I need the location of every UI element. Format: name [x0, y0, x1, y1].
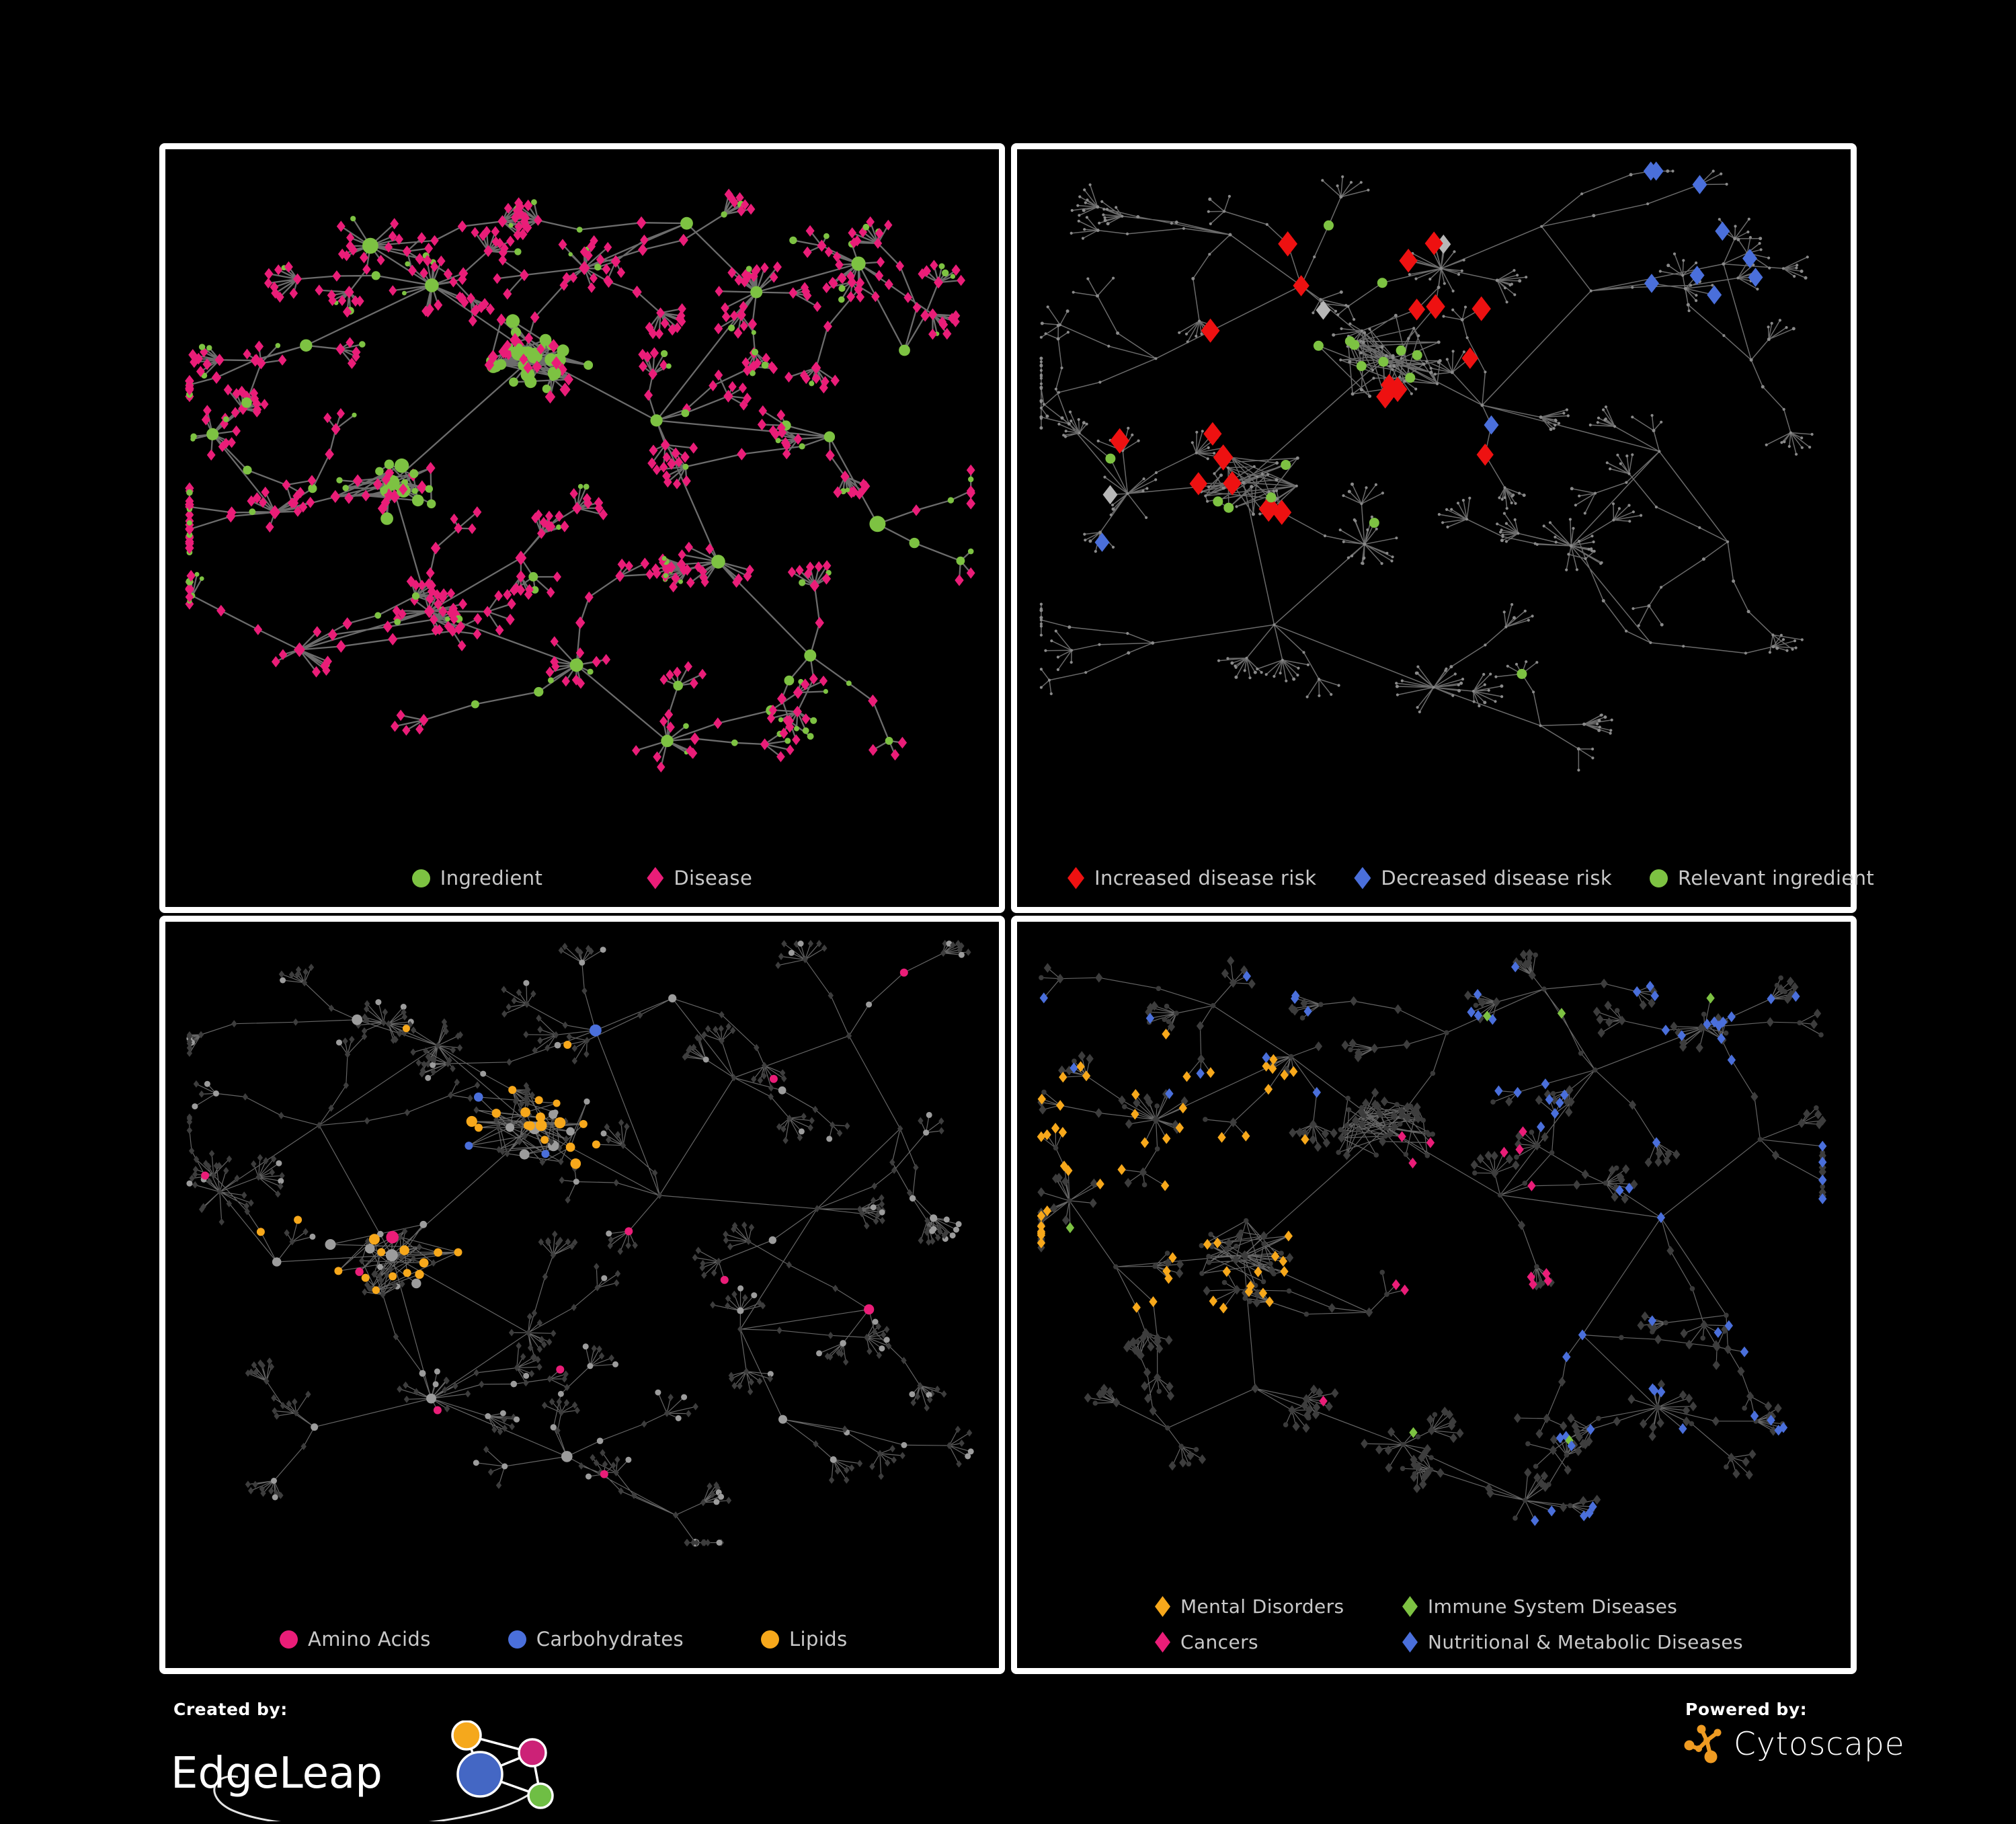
- edgeleap-network-icon: [451, 1720, 554, 1809]
- legend-item-ingredient: Ingredient: [411, 867, 543, 889]
- decreased-risk-marker-icon: [1354, 867, 1371, 889]
- legend-label: Nutritional & Metabolic Diseases: [1428, 1631, 1743, 1653]
- increased-risk-marker-icon: [1067, 867, 1084, 889]
- amino-acids-marker-icon: [280, 1630, 298, 1649]
- legend-item-cancers: Cancers: [1155, 1631, 1402, 1653]
- legend-item-nutritional-metabolic: Nutritional & Metabolic Diseases: [1402, 1631, 1743, 1653]
- legend-label: Carbohydrates: [536, 1628, 684, 1651]
- powered-by-label: Powered by:: [1685, 1700, 1808, 1719]
- network-graph-ingredient-disease: [185, 188, 975, 772]
- legend-label: Mental Disorders: [1180, 1595, 1344, 1618]
- cancers-marker-icon: [1155, 1632, 1170, 1653]
- legend-label: Disease: [674, 867, 753, 889]
- legend-item-mental-disorders: Mental Disorders: [1155, 1595, 1402, 1618]
- legend-label: Immune System Diseases: [1428, 1595, 1678, 1618]
- network-graph-disease-classes: [1037, 949, 1827, 1526]
- legend-item-relevant-ingredient: Relevant ingredient: [1650, 867, 1874, 889]
- legend-disease-risk: Increased disease risk Decreased disease…: [1017, 867, 1874, 889]
- legend-label: Cancers: [1180, 1631, 1258, 1653]
- cytoscape-wordmark: Cytoscape: [1734, 1725, 1905, 1763]
- legend-label: Relevant ingredient: [1678, 867, 1875, 889]
- mental-disorders-marker-icon: [1155, 1596, 1170, 1617]
- edgeleap-wordmark: EdgeLeap: [171, 1749, 382, 1798]
- carbohydrates-marker-icon: [508, 1630, 526, 1649]
- created-by-label: Created by:: [173, 1700, 288, 1719]
- panel-ingredient-disease: Ingredient Disease: [159, 143, 1005, 913]
- legend-nutrient-classes: Amino Acids Carbohydrates Lipids: [165, 1628, 999, 1651]
- legend-item-amino-acids: Amino Acids: [280, 1628, 431, 1651]
- panel-disease-risk: Increased disease risk Decreased disease…: [1011, 143, 1874, 913]
- disease-marker-icon: [647, 867, 664, 889]
- lipids-marker-icon: [761, 1630, 779, 1649]
- legend-item-carbohydrates: Carbohydrates: [508, 1628, 684, 1651]
- ingredient-marker-icon: [411, 869, 430, 887]
- legend-ingredient-disease: Ingredient Disease: [165, 867, 999, 889]
- cytoscape-logo-icon: [1684, 1724, 1722, 1763]
- legend-label: Increased disease risk: [1094, 867, 1317, 889]
- legend-disease-classes: Mental Disorders Immune System Diseases …: [1155, 1595, 1743, 1653]
- legend-item-lipids: Lipids: [761, 1628, 848, 1651]
- legend-item-disease: Disease: [647, 867, 752, 889]
- legend-label: Decreased disease risk: [1381, 867, 1613, 889]
- panel-nutrient-classes: Amino Acids Carbohydrates Lipids: [159, 916, 1005, 1674]
- network-graph-disease-risk: [1039, 161, 1814, 772]
- legend-label: Ingredient: [440, 867, 543, 889]
- legend-item-increased-risk: Increased disease risk: [1067, 867, 1316, 889]
- nutritional-metabolic-marker-icon: [1402, 1632, 1418, 1653]
- relevant-ingredient-marker-icon: [1650, 869, 1668, 887]
- edgeleap-credit: Created by: EdgeLeap: [169, 1700, 600, 1824]
- immune-diseases-marker-icon: [1402, 1596, 1418, 1617]
- legend-label: Lipids: [789, 1628, 848, 1651]
- legend-label: Amino Acids: [308, 1628, 431, 1651]
- legend-item-immune-diseases: Immune System Diseases: [1402, 1595, 1743, 1618]
- cytoscape-credit: Powered by: Cytoscape: [1684, 1700, 1905, 1765]
- legend-item-decreased-risk: Decreased disease risk: [1354, 867, 1612, 889]
- edgeleap-logo: EdgeLeap: [171, 1720, 554, 1824]
- panel-disease-classes: Mental Disorders Immune System Diseases …: [1011, 916, 1857, 1674]
- network-graph-nutrient-classes: [186, 940, 974, 1547]
